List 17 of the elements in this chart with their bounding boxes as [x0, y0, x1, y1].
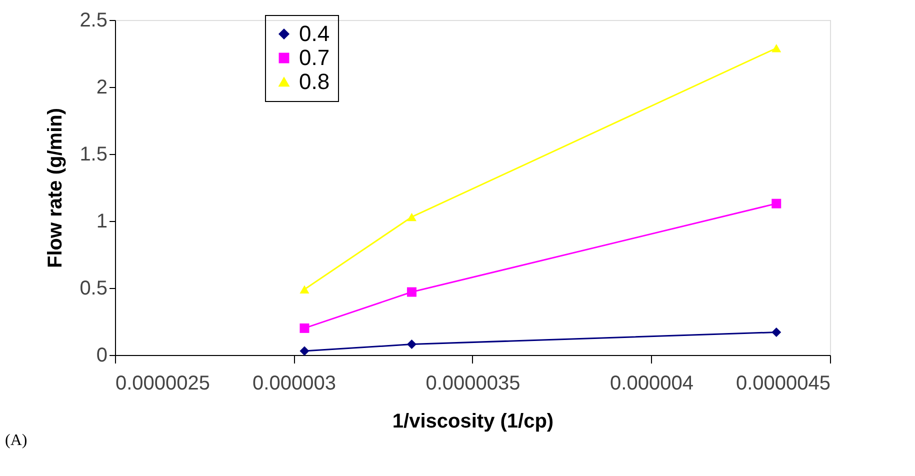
x-tick-label: 0.0000035 — [426, 372, 520, 394]
y-tick-label: 0 — [96, 344, 108, 366]
y-tick-label: 2.5 — [80, 10, 108, 32]
x-tick-label: 0.000004 — [610, 372, 694, 394]
y-tick-label: 1.5 — [80, 144, 108, 166]
x-tick-label: 0.0000045 — [736, 372, 830, 394]
y-axis-title: Flow rate (g/min) — [44, 108, 67, 268]
x-axis-title: 1/viscosity (1/cp) — [392, 410, 554, 432]
x-tick-label: 0.0000025 — [116, 372, 210, 394]
y-tick-label: 0.5 — [80, 278, 108, 300]
legend-label: 0.8 — [299, 69, 330, 94]
legend-label: 0.7 — [299, 45, 330, 70]
y-tick-label: 2 — [96, 76, 108, 98]
legend-label: 0.4 — [299, 21, 330, 46]
y-tick-label: 1 — [96, 210, 108, 232]
text: (A) — [5, 432, 28, 449]
x-tick-label: 0.000003 — [252, 372, 336, 394]
